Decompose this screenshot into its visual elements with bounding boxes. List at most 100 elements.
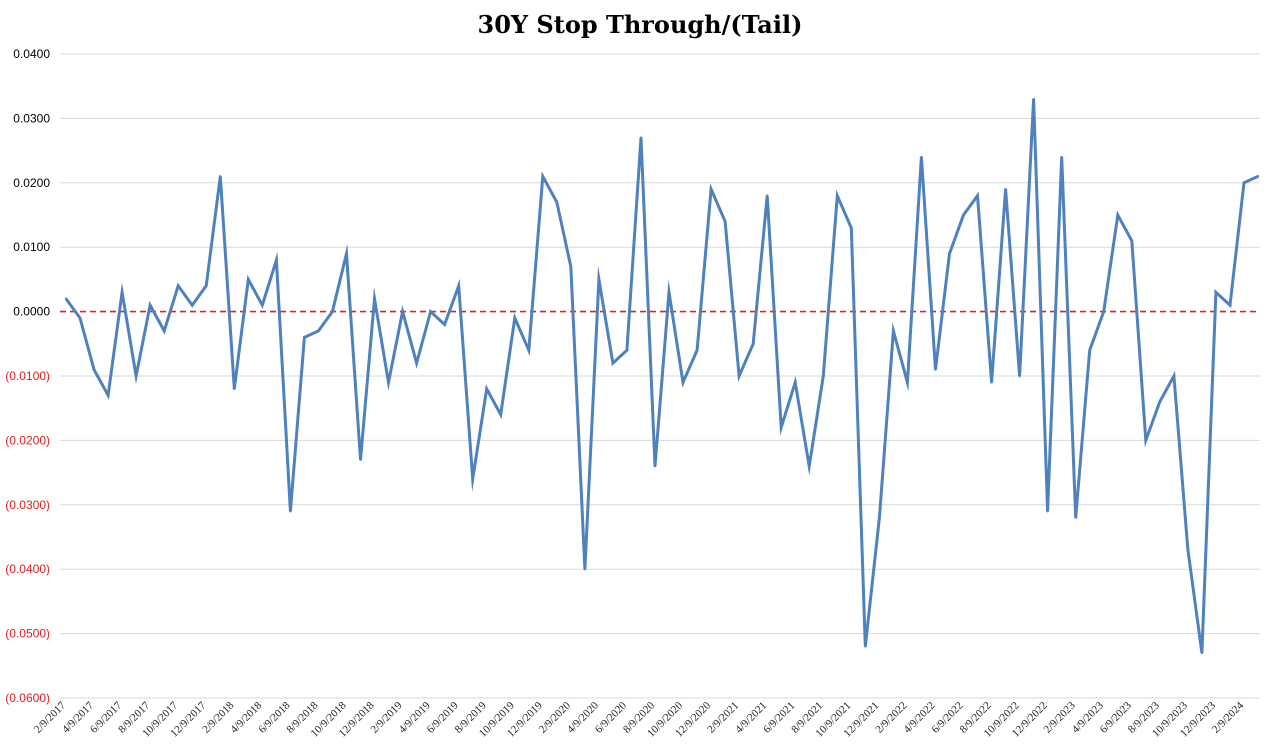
data-point bbox=[219, 175, 222, 178]
data-point bbox=[233, 387, 236, 391]
data-point bbox=[1046, 510, 1049, 513]
y-tick-label: (0.0500) bbox=[5, 627, 50, 641]
y-axis-ticks: 0.0400 0.0300 0.0200 0.0100 0.0000 (0.0100) (0… bbox=[5, 47, 50, 705]
data-point bbox=[751, 342, 755, 345]
data-point bbox=[920, 155, 923, 159]
data-point bbox=[765, 194, 769, 197]
series-line bbox=[64, 99, 1259, 654]
data-point bbox=[205, 284, 208, 288]
data-point bbox=[513, 316, 516, 320]
data-point bbox=[1256, 175, 1260, 178]
data-point bbox=[162, 329, 166, 333]
data-point bbox=[723, 220, 727, 223]
chart-title: 30Y Stop Through/(Tail) bbox=[478, 10, 803, 39]
data-point bbox=[485, 387, 488, 391]
data-point bbox=[639, 136, 643, 139]
data-point bbox=[1088, 349, 1091, 352]
data-point bbox=[1158, 400, 1162, 403]
data-point bbox=[359, 458, 362, 461]
y-tick-label: (0.0400) bbox=[5, 562, 50, 576]
data-point bbox=[106, 394, 110, 397]
y-tick-label: (0.0100) bbox=[5, 369, 50, 383]
data-point bbox=[1032, 97, 1035, 101]
data-point bbox=[1144, 439, 1148, 442]
data-point bbox=[681, 381, 685, 384]
y-tick-label: 0.0200 bbox=[13, 176, 50, 190]
data-point bbox=[667, 291, 671, 294]
data-point bbox=[597, 278, 601, 281]
data-point bbox=[1004, 188, 1007, 191]
data-point bbox=[415, 361, 418, 365]
data-point bbox=[892, 329, 895, 333]
data-point bbox=[906, 381, 909, 384]
data-point bbox=[373, 297, 376, 300]
y-tick-label: (0.0200) bbox=[5, 433, 50, 447]
data-point bbox=[92, 368, 96, 371]
data-point bbox=[176, 284, 180, 288]
data-point bbox=[134, 374, 138, 378]
y-tick-label: 0.0100 bbox=[13, 240, 50, 254]
data-point bbox=[794, 381, 797, 384]
data-point bbox=[527, 349, 530, 352]
y-tick-label: 0.0300 bbox=[13, 111, 50, 125]
data-point bbox=[653, 464, 657, 468]
data-point bbox=[247, 278, 250, 281]
data-point bbox=[695, 349, 699, 352]
data-point bbox=[317, 329, 320, 333]
data-point bbox=[569, 265, 573, 268]
data-point bbox=[878, 516, 881, 519]
data-point bbox=[625, 349, 629, 352]
data-point bbox=[611, 361, 615, 365]
data-point bbox=[1186, 548, 1190, 552]
x-tick-label: 2/9/2024 bbox=[1210, 699, 1246, 735]
data-point bbox=[1116, 213, 1119, 217]
data-point bbox=[780, 426, 783, 429]
y-tick-label: (0.0300) bbox=[5, 498, 50, 512]
gridlines bbox=[60, 53, 1260, 699]
data-point bbox=[934, 368, 937, 371]
data-point bbox=[808, 464, 811, 468]
data-point bbox=[471, 477, 474, 481]
data-point bbox=[836, 194, 839, 197]
data-point bbox=[1018, 374, 1021, 378]
data-point bbox=[457, 284, 460, 288]
data-point bbox=[962, 213, 965, 217]
data-point bbox=[976, 194, 979, 197]
data-point bbox=[990, 381, 993, 384]
data-point bbox=[191, 303, 194, 307]
data-point bbox=[429, 310, 432, 313]
y-tick-label: 0.0400 bbox=[13, 47, 50, 61]
data-point bbox=[1242, 181, 1246, 184]
series bbox=[64, 97, 1260, 655]
data-point bbox=[499, 413, 502, 416]
data-point bbox=[401, 310, 404, 313]
data-point bbox=[1228, 303, 1232, 307]
data-point bbox=[948, 252, 951, 255]
data-point bbox=[289, 510, 292, 513]
data-point bbox=[709, 188, 713, 191]
data-point bbox=[303, 336, 306, 339]
data-point bbox=[1074, 516, 1077, 519]
data-point bbox=[1214, 291, 1218, 294]
data-point bbox=[443, 323, 446, 326]
data-point bbox=[850, 226, 853, 230]
data-point bbox=[737, 374, 741, 378]
data-point bbox=[345, 252, 348, 255]
data-point bbox=[1200, 651, 1204, 655]
data-point bbox=[148, 303, 152, 307]
data-point bbox=[583, 568, 587, 571]
data-point bbox=[541, 175, 544, 178]
y-tick-label: 0.0000 bbox=[13, 305, 50, 319]
data-point bbox=[78, 316, 82, 320]
data-point bbox=[387, 381, 390, 384]
data-point bbox=[120, 291, 124, 294]
data-point bbox=[331, 310, 334, 313]
data-point bbox=[1172, 374, 1176, 378]
data-point bbox=[864, 645, 867, 648]
data-point bbox=[261, 303, 264, 307]
y-tick-label: (0.0600) bbox=[5, 691, 50, 705]
data-point bbox=[1102, 310, 1105, 313]
data-point bbox=[1060, 155, 1063, 159]
data-point bbox=[1130, 239, 1133, 242]
